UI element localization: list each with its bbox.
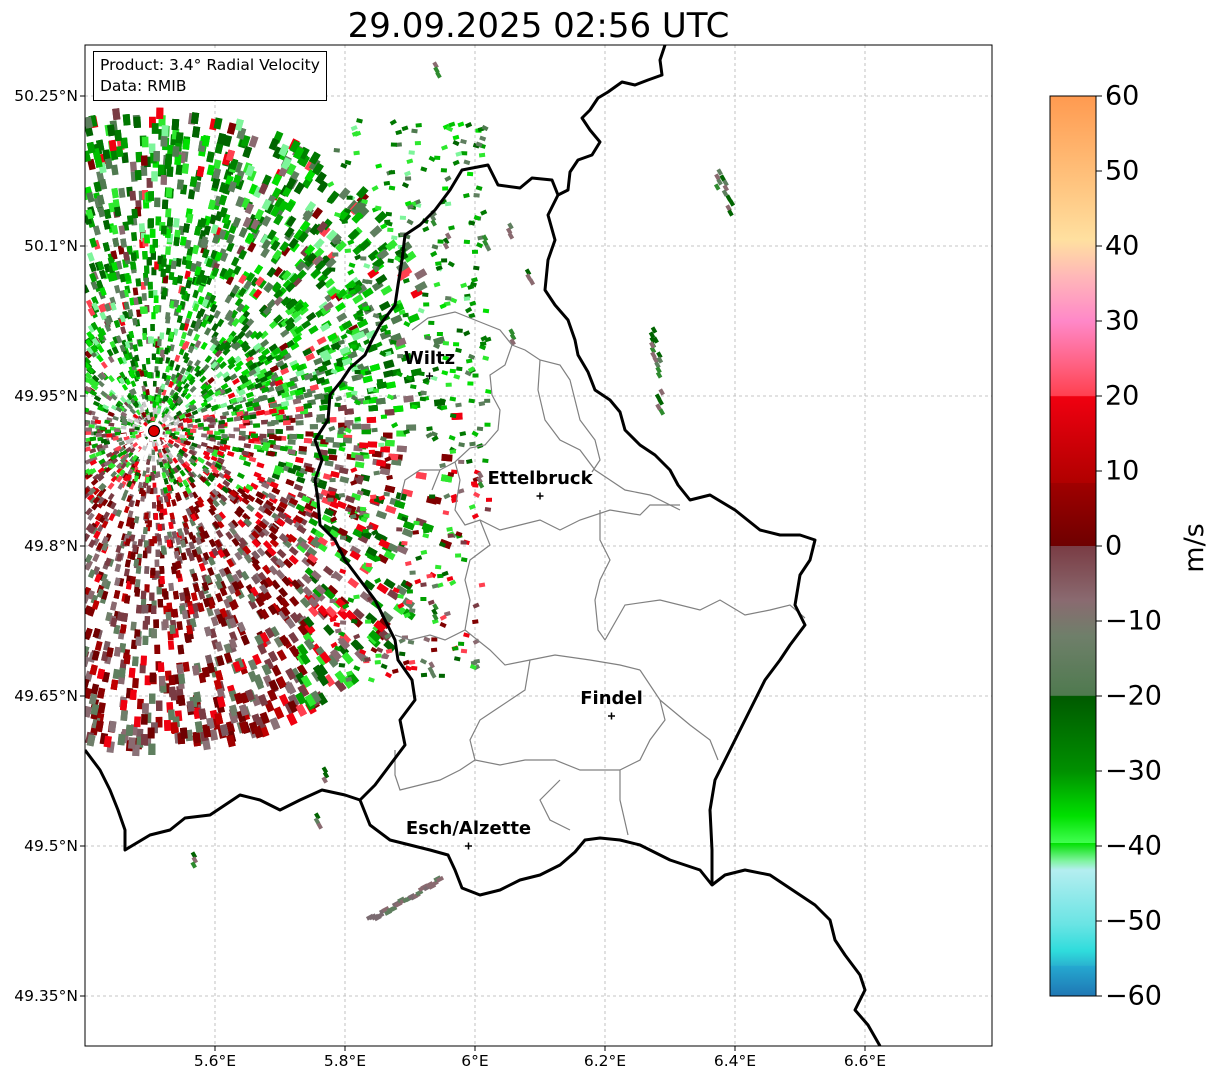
axis-ticks <box>80 95 866 1051</box>
colorbar-tick-label: 60 <box>1105 80 1140 112</box>
lat-tick-label: 49.95°N <box>14 387 78 405</box>
lon-tick-label: 6.6°E <box>843 1052 887 1070</box>
city-marker <box>426 372 433 380</box>
city-label: Findel <box>580 688 643 709</box>
colorbar-tick-label: 20 <box>1105 380 1140 412</box>
city-label: Ettelbruck <box>487 468 593 489</box>
colorbar-tick-label: 0 <box>1105 530 1123 562</box>
city-label: Esch/Alzette <box>405 818 532 839</box>
lat-tick-label: 49.35°N <box>14 987 78 1005</box>
map-title: 29.09.2025 02:56 UTC <box>347 6 730 46</box>
lon-tick-label: 5.6°E <box>193 1052 237 1070</box>
city-marker <box>465 842 472 850</box>
colorbar-tick-label: −40 <box>1105 830 1162 862</box>
colorbar <box>1049 95 1097 997</box>
colorbar-tick-label: −60 <box>1105 980 1162 1012</box>
lon-tick-label: 6.2°E <box>583 1052 627 1070</box>
colorbar-tick-label: 30 <box>1105 305 1140 337</box>
colorbar-tick-label: −50 <box>1105 905 1162 937</box>
lat-tick-label: 49.5°N <box>24 837 78 855</box>
colorbar-tick-label: 50 <box>1105 155 1140 187</box>
colorbar-tick-label: 40 <box>1105 230 1140 262</box>
city-marker <box>536 492 544 500</box>
lon-tick-label: 6.4°E <box>713 1052 757 1070</box>
colorbar-tick-label: −30 <box>1105 755 1162 787</box>
lat-tick-label: 49.8°N <box>24 537 78 555</box>
lat-tick-label: 49.65°N <box>14 687 78 705</box>
city-markers <box>426 372 615 850</box>
colorbar-unit: m/s <box>1179 523 1207 573</box>
radar-site-marker <box>145 422 163 440</box>
colorbar-tick-label: 10 <box>1105 455 1140 487</box>
lat-tick-label: 50.1°N <box>24 237 78 255</box>
canton-boundaries <box>394 311 806 836</box>
product-label: Product: 3.4° Radial Velocity <box>100 56 320 74</box>
info-box: Product: 3.4° Radial Velocity Data: RMIB <box>93 51 327 101</box>
data-source-label: Data: RMIB <box>100 77 187 95</box>
colorbar-tick-label: −10 <box>1105 605 1162 637</box>
colorbar-ticks <box>1096 95 1102 997</box>
radar-echoes <box>85 61 736 922</box>
city-marker <box>608 712 615 720</box>
lon-tick-label: 6°E <box>461 1052 489 1070</box>
city-label: Wiltz <box>403 348 456 369</box>
lon-tick-label: 5.8°E <box>323 1052 367 1070</box>
country-borders <box>85 45 882 1046</box>
colorbar-tick-label: −20 <box>1105 680 1162 712</box>
lat-tick-label: 50.25°N <box>14 87 78 105</box>
